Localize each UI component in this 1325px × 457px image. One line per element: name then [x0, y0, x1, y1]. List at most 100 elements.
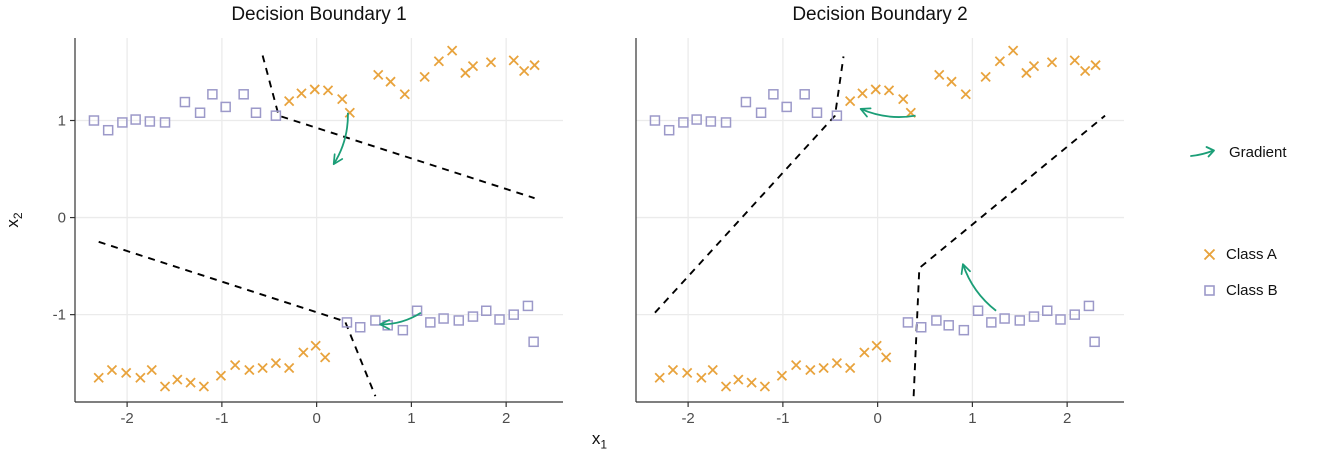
decision-boundary	[261, 55, 535, 200]
class-a-point	[159, 381, 171, 392]
class-a-x-icon	[1203, 248, 1216, 261]
class-b-point	[931, 315, 942, 326]
class-a-point	[791, 359, 802, 371]
panel2-title: Decision Boundary 2	[792, 4, 968, 25]
x-axis-label: x1	[75, 429, 1124, 451]
y-tick-label: 0	[58, 210, 66, 227]
class-b-point	[425, 317, 436, 328]
class-a-point	[433, 56, 445, 67]
class-a-point	[270, 358, 282, 369]
x-tick-label: 1	[968, 410, 976, 427]
class-a-point	[1069, 55, 1080, 66]
class-a-point	[898, 94, 909, 105]
gradient-arrow	[332, 112, 349, 166]
class-b-point	[1069, 309, 1080, 320]
class-b-point	[649, 115, 661, 126]
class-b-point	[915, 322, 927, 333]
class-a-point	[529, 60, 540, 71]
class-a-point	[682, 367, 693, 379]
class-b-point	[467, 311, 479, 322]
class-a-point	[1080, 65, 1091, 77]
class-a-point	[185, 377, 196, 388]
class-a-point	[322, 85, 334, 96]
class-b-point	[691, 114, 702, 125]
class-a-point	[776, 370, 788, 381]
legend-item-class-a: Class A	[1202, 246, 1277, 263]
class-a-point	[373, 69, 384, 81]
class-a-point	[746, 377, 757, 388]
class-b-point	[755, 107, 767, 118]
class-b-point	[522, 300, 534, 312]
class-b-point	[1041, 305, 1053, 317]
class-b-point	[943, 320, 954, 331]
class-a-point	[1090, 60, 1101, 71]
y-tick-label: -1	[53, 307, 66, 324]
class-a-point	[121, 367, 132, 379]
class-b-point	[958, 324, 970, 336]
class-b-point	[207, 89, 218, 100]
panel-1: -2 -1 0 1 2 -1 0 1	[53, 38, 563, 427]
class-b-square-glyph	[1204, 285, 1215, 296]
class-a-point	[135, 372, 146, 383]
class-b-point	[382, 320, 393, 331]
class-a-point	[696, 372, 707, 383]
class-a-point	[198, 381, 210, 392]
x-tick-label: 1	[407, 410, 415, 427]
x-tick-label: 0	[312, 410, 320, 427]
decision-boundary	[654, 56, 845, 314]
class-a-point	[284, 95, 295, 107]
class-a-point	[733, 374, 744, 385]
class-b-point	[88, 115, 100, 126]
class-a-point	[667, 364, 679, 376]
class-a-point	[883, 85, 895, 96]
class-a-point	[805, 364, 816, 376]
class-b-point	[705, 116, 717, 127]
legend-item-class-b: Class B	[1202, 282, 1278, 299]
class-b-point	[159, 117, 171, 128]
y-axis-label-base: x	[2, 219, 22, 228]
class-a-point	[845, 362, 856, 374]
class-b-point	[438, 313, 449, 324]
class-b-point	[270, 110, 282, 121]
class-b-point	[528, 336, 539, 348]
x-tick-label: -1	[776, 410, 789, 427]
legend-label-class-b: Class B	[1226, 282, 1278, 299]
x-axis-label-base: x	[591, 429, 601, 448]
class-a-point	[859, 347, 870, 358]
class-a-point	[106, 364, 118, 376]
class-a-point	[994, 56, 1006, 67]
class-b-point	[1028, 311, 1040, 322]
class-b-point	[508, 309, 519, 320]
class-b-point	[663, 124, 675, 136]
class-a-x-glyph	[1203, 248, 1216, 261]
class-a-point	[870, 84, 881, 95]
class-b-point	[130, 114, 141, 125]
class-b-point	[902, 317, 914, 328]
class-a-point	[337, 94, 348, 105]
class-a-point	[980, 71, 991, 82]
y-axis-label-sub: 2	[11, 212, 26, 220]
class-a-point	[519, 65, 530, 77]
class-a-point	[654, 372, 665, 383]
x-tick-label: 2	[1063, 410, 1071, 427]
class-b-point	[354, 322, 366, 333]
class-b-point	[1083, 300, 1095, 312]
class-a-point	[881, 352, 892, 363]
x-tick-label: -2	[120, 410, 133, 427]
class-b-point	[972, 305, 984, 317]
panel1-title: Decision Boundary 1	[231, 4, 407, 25]
decision-boundary	[98, 240, 377, 397]
class-a-point	[230, 359, 241, 371]
x-axis-label-sub: 1	[600, 437, 608, 452]
gradient-arrow-icon	[1190, 146, 1215, 158]
x-tick-label: -2	[681, 410, 694, 427]
class-b-point	[397, 324, 409, 336]
class-a-point	[284, 362, 295, 374]
class-a-point	[344, 107, 355, 118]
legend-label-class-a: Class A	[1226, 246, 1277, 263]
panel-2: -2 -1 0 1 2	[635, 38, 1124, 427]
class-b-point	[799, 89, 810, 100]
x-tick-label: 2	[502, 410, 510, 427]
